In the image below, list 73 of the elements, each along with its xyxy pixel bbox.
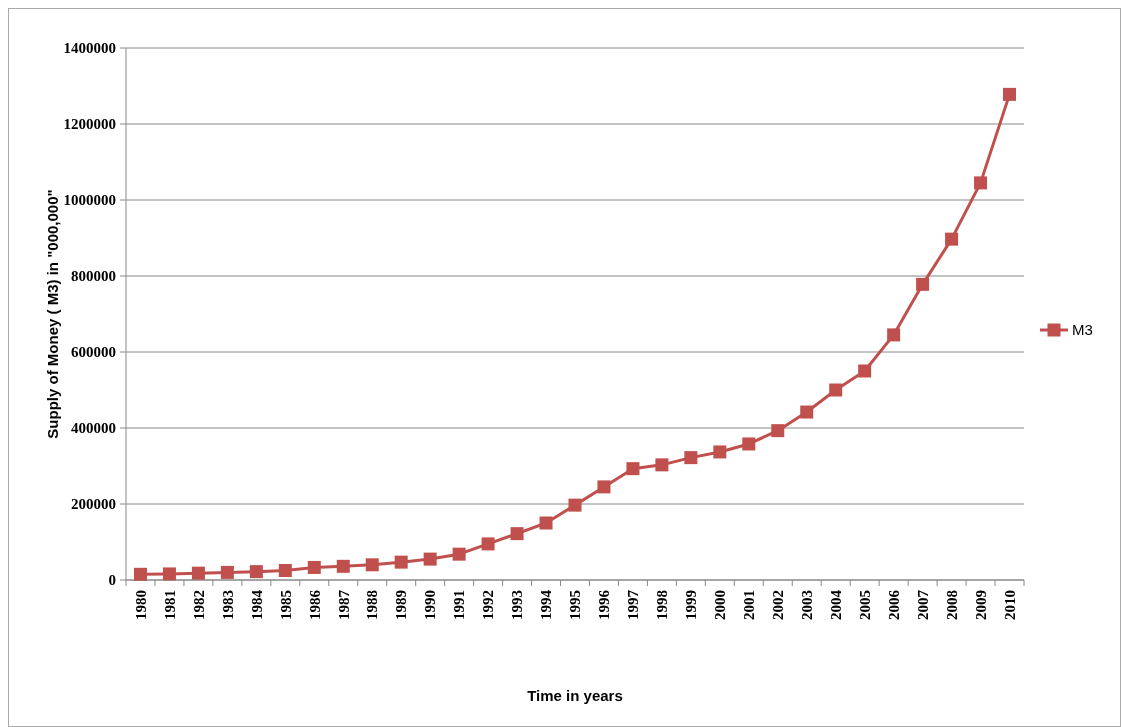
x-tick-label: 1997	[625, 589, 642, 620]
point	[887, 328, 901, 342]
x-tick-label: 2006	[885, 589, 902, 620]
point	[916, 277, 930, 291]
point	[133, 567, 147, 581]
point	[191, 566, 205, 580]
point	[597, 480, 611, 494]
x-tick-label: 2010	[1001, 590, 1018, 620]
x-tick-label: 1996	[596, 589, 613, 620]
x-tick-label: 2004	[827, 589, 844, 620]
y-tick-label: 800000	[71, 268, 116, 285]
point	[858, 364, 872, 378]
point	[220, 565, 234, 579]
point	[626, 462, 640, 476]
x-tick-label: 1981	[161, 590, 178, 620]
x-tick-label: 1987	[335, 589, 352, 620]
x-tick-label: 1995	[567, 590, 584, 620]
point	[539, 516, 553, 530]
y-tick-label: 0	[108, 572, 116, 589]
x-tick-label: 1989	[393, 590, 410, 620]
x-tick-label: 2001	[741, 590, 758, 620]
x-tick-label: 2008	[943, 590, 960, 620]
point	[945, 232, 959, 246]
point	[684, 451, 698, 465]
legend-label: M3	[1072, 321, 1093, 339]
point	[365, 558, 379, 572]
x-tick-label: 2002	[770, 590, 787, 620]
x-tick-label: 1992	[480, 590, 497, 620]
x-tick-label: 2005	[856, 590, 873, 620]
point	[452, 547, 466, 561]
point	[481, 537, 495, 551]
y-tick-label: 1200000	[63, 116, 116, 133]
y-tick-label: 200000	[71, 496, 116, 513]
x-tick-label: 1994	[538, 589, 555, 620]
point	[800, 405, 814, 419]
point	[336, 559, 350, 573]
point	[162, 567, 176, 581]
x-tick-label: 1998	[654, 590, 671, 620]
x-tick-label: 1990	[422, 590, 439, 620]
point	[249, 565, 263, 579]
point	[307, 560, 321, 574]
x-tick-label: 1982	[190, 590, 207, 620]
x-tick-label: 1983	[219, 590, 236, 620]
x-tick-label: 2000	[712, 590, 729, 620]
point	[742, 437, 756, 451]
x-tick-label: 1999	[683, 590, 700, 620]
y-tick-label: 1400000	[63, 40, 116, 57]
point	[278, 564, 292, 577]
point	[771, 424, 785, 438]
point	[423, 552, 437, 566]
x-tick-label: 1993	[509, 590, 526, 620]
point	[974, 176, 988, 190]
point	[713, 445, 727, 459]
x-tick-label: 2003	[798, 590, 815, 620]
x-tick-label: 1988	[364, 590, 381, 620]
point	[394, 555, 408, 569]
x-tick-label: 1991	[451, 590, 468, 620]
y-axis-title: Supply of Money ( M3) in "000,000"	[44, 189, 61, 439]
y-tick-label: 1000000	[63, 192, 116, 209]
x-tick-label: 1985	[277, 590, 294, 620]
point	[510, 527, 524, 541]
point	[829, 383, 843, 397]
point	[568, 498, 582, 512]
y-tick-label: 400000	[71, 420, 116, 437]
point	[655, 458, 669, 472]
x-tick-label: 2009	[972, 590, 989, 620]
point	[1003, 87, 1017, 101]
x-tick-label: 1980	[132, 590, 149, 620]
x-axis-title: Time in years	[527, 687, 623, 704]
y-tick-label: 600000	[71, 344, 116, 361]
x-tick-label: 1986	[306, 589, 323, 620]
x-tick-label: 2007	[914, 589, 931, 620]
x-tick-label: 1984	[248, 589, 265, 620]
